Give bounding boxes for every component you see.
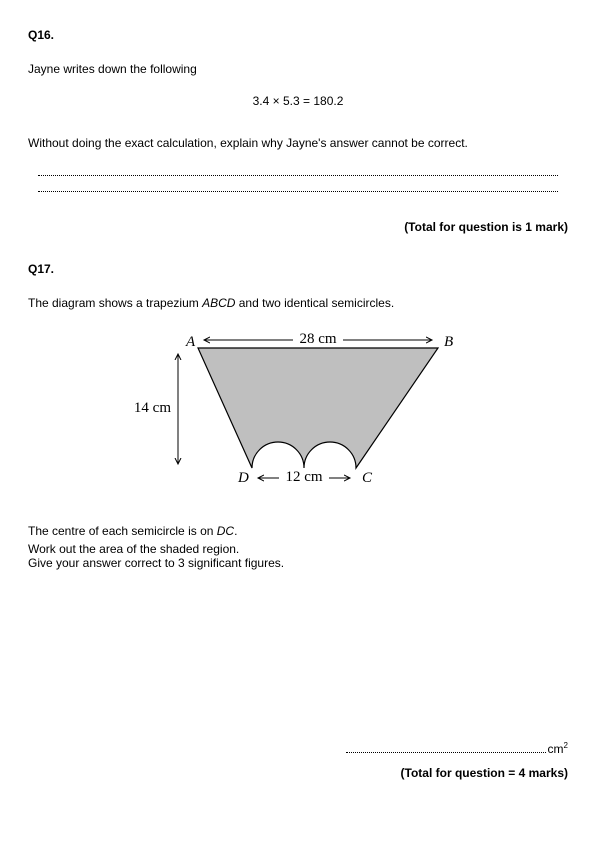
dim-top: 28 cm xyxy=(299,331,336,347)
q16-prompt: Without doing the exact calculation, exp… xyxy=(28,136,568,150)
q17-intro-b: ABCD xyxy=(202,296,235,310)
q17-after3: Give your answer correct to 3 significan… xyxy=(28,556,568,570)
label-B: B xyxy=(444,334,453,350)
q17-after1-b: DC xyxy=(217,524,234,538)
dim-left: 14 cm xyxy=(134,400,171,416)
q17-intro: The diagram shows a trapezium ABCD and t… xyxy=(28,296,568,310)
dim-bottom: 12 cm xyxy=(285,469,322,485)
q17-after1-c: . xyxy=(234,524,237,538)
q17-intro-a: The diagram shows a trapezium xyxy=(28,296,202,310)
q16-intro: Jayne writes down the following xyxy=(28,62,568,76)
trapezium-diagram: A B C D 28 cm 14 cm 12 cm xyxy=(28,324,568,504)
q16-number: Q16. xyxy=(28,28,568,42)
page: Q16. Jayne writes down the following 3.4… xyxy=(0,0,596,842)
unit-text: cm xyxy=(548,742,564,756)
answer-unit: cm2 xyxy=(548,741,568,756)
answer-line xyxy=(38,178,558,192)
q16-total: (Total for question is 1 mark) xyxy=(28,220,568,234)
answer-row: cm2 xyxy=(28,741,568,756)
shaded-region xyxy=(198,348,438,468)
q17-number: Q17. xyxy=(28,262,568,276)
answer-line xyxy=(38,162,558,176)
label-A: A xyxy=(185,334,196,350)
q16-equation: 3.4 × 5.3 = 180.2 xyxy=(28,94,568,108)
q17-intro-c: and two identical semicircles. xyxy=(235,296,394,310)
label-C: C xyxy=(362,470,373,486)
diagram-svg: A B C D 28 cm 14 cm 12 cm xyxy=(128,324,468,504)
unit-sup: 2 xyxy=(564,741,568,750)
label-D: D xyxy=(237,470,249,486)
answer-dots xyxy=(346,743,546,753)
q17-after1-a: The centre of each semicircle is on xyxy=(28,524,217,538)
q17-total: (Total for question = 4 marks) xyxy=(28,766,568,780)
q17-after1: The centre of each semicircle is on DC. xyxy=(28,524,568,538)
q17-after2: Work out the area of the shaded region. xyxy=(28,542,568,556)
